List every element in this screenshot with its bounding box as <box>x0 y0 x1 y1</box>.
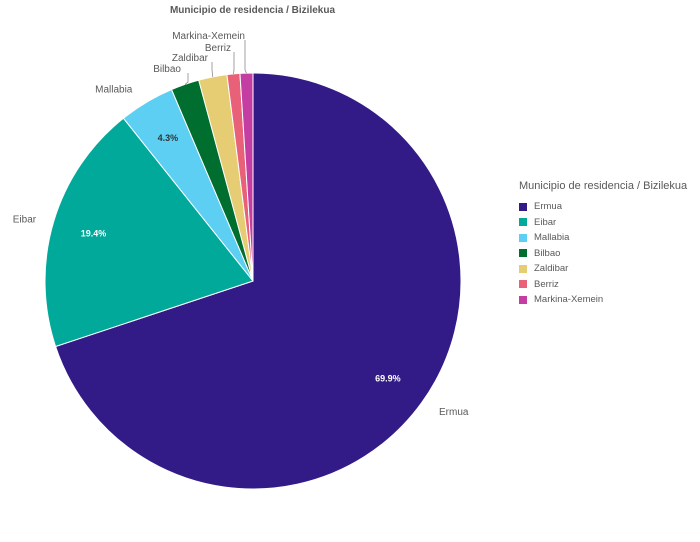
legend-swatch <box>519 218 527 227</box>
legend-item-markina-xemein[interactable]: Markina-Xemein <box>519 292 694 308</box>
leader-line-berriz <box>233 52 235 74</box>
pie-slice-ermua <box>54 72 462 490</box>
legend-item-eibar[interactable]: Eibar <box>519 215 694 231</box>
slice-value-label-eibar: 19.4% <box>81 229 107 239</box>
legend-item-mallabia[interactable]: Mallabia <box>519 230 694 246</box>
slice-category-label-mallabia: Mallabia <box>95 85 133 96</box>
slice-value-label-mallabia: 4.3% <box>158 133 179 143</box>
slice-category-label-markina-xemein: Markina-Xemein <box>172 31 245 42</box>
slice-category-label-eibar: Eibar <box>13 214 37 225</box>
legend-item-bilbao[interactable]: Bilbao <box>519 246 694 262</box>
legend-item-ermua[interactable]: Ermua <box>519 199 694 215</box>
legend-swatch <box>519 280 527 289</box>
legend-swatch <box>519 202 527 211</box>
slice-category-label-ermua: Ermua <box>439 407 469 418</box>
pie-slice-eibar <box>44 117 254 348</box>
slice-value-label-ermua: 69.9% <box>375 373 401 383</box>
pie-chart: 69.9% Ermua 19.4% Eibar 4.3% Mallabia BilbaoZa… <box>13 31 469 490</box>
legend-label: Ermua <box>534 201 562 213</box>
leader-line-bilbao <box>184 73 189 85</box>
legend-label: Markina-Xemein <box>534 294 604 306</box>
legend-items: Ermua Eibar Mallabia Bilbao Zaldibar Berriz Ma… <box>519 199 694 308</box>
legend-label: Eibar <box>534 216 557 228</box>
slice-category-label-zaldibar: Zaldibar <box>172 53 209 64</box>
legend-label: Mallabia <box>534 232 570 244</box>
legend: Municipio de residencia / Bizilekua Ermu… <box>519 180 694 308</box>
legend-swatch <box>519 249 527 258</box>
legend-title: Municipio de residencia / Bizilekua <box>519 180 688 192</box>
legend-label: Bilbao <box>534 247 561 259</box>
leader-line-markina-xemein <box>244 40 247 74</box>
legend-item-berriz[interactable]: Berriz <box>519 277 694 293</box>
legend-swatch <box>519 295 527 304</box>
leader-line-zaldibar <box>211 62 214 77</box>
legend-item-zaldibar[interactable]: Zaldibar <box>519 261 694 277</box>
slice-category-label-bilbao: Bilbao <box>153 64 181 75</box>
legend-label: Zaldibar <box>534 263 569 275</box>
pie-slice-markina-xemein <box>239 72 254 282</box>
legend-swatch <box>519 233 527 242</box>
legend-label: Berriz <box>534 278 559 290</box>
chart-title: Municipio de residencia / Bizilekua <box>169 5 336 16</box>
legend-swatch <box>519 264 527 273</box>
slice-category-label-berriz: Berriz <box>205 43 231 54</box>
